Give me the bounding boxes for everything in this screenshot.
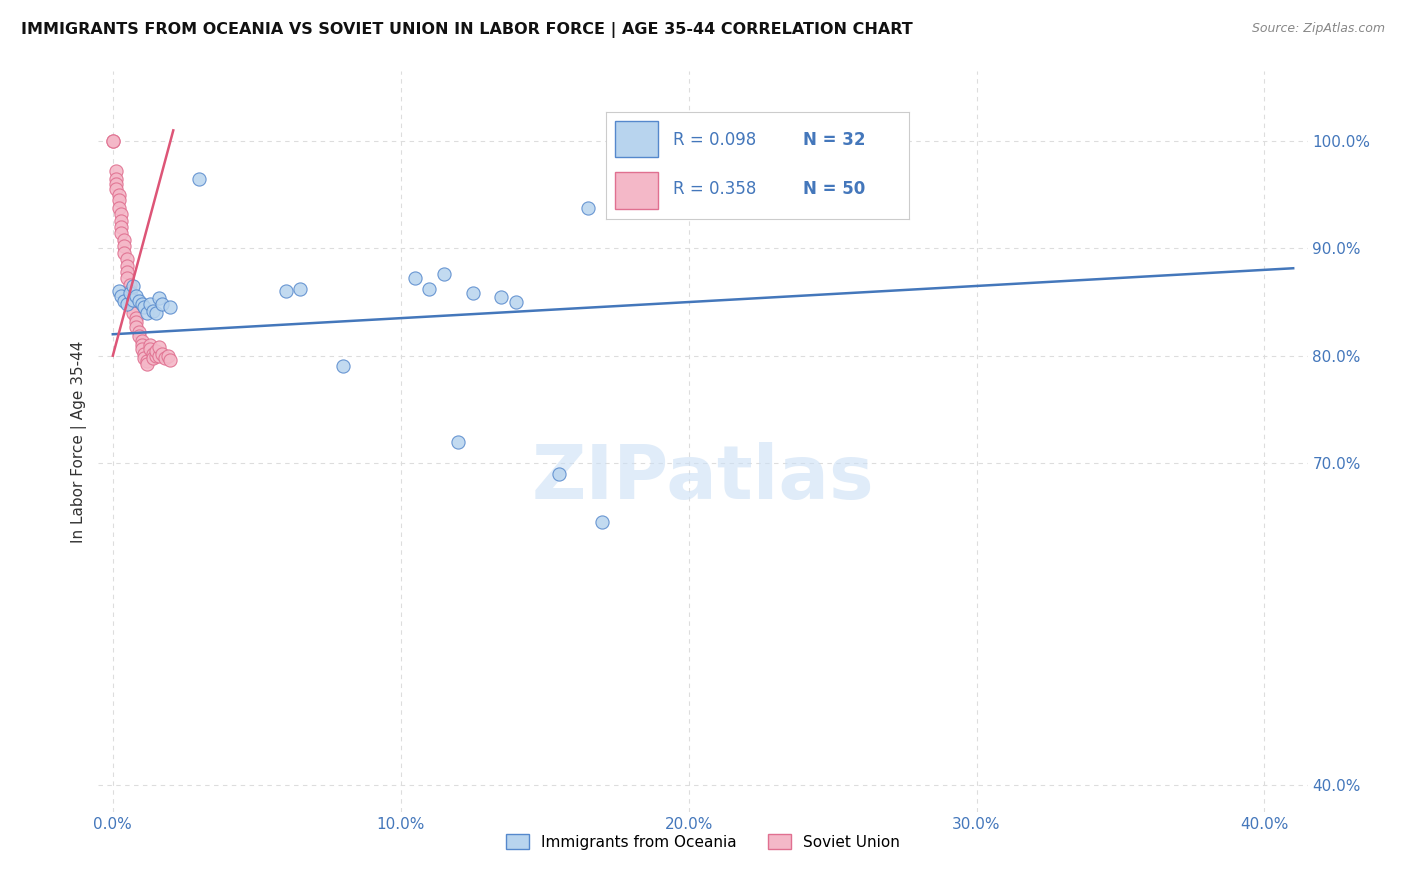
Soviet Union <box>104 177 127 191</box>
Soviet Union <box>110 207 132 221</box>
Soviet Union <box>110 219 132 234</box>
Soviet Union <box>110 227 132 241</box>
Soviet Union <box>120 291 142 305</box>
Soviet Union <box>104 171 127 186</box>
Soviet Union <box>125 319 148 334</box>
Immigrants from Oceania <box>122 279 145 293</box>
Soviet Union <box>120 277 142 292</box>
Immigrants from Oceania <box>120 286 142 301</box>
Soviet Union <box>159 353 181 368</box>
Soviet Union <box>125 315 148 329</box>
Soviet Union <box>101 134 124 148</box>
Soviet Union <box>128 329 150 343</box>
Soviet Union <box>120 285 142 299</box>
Y-axis label: In Labor Force | Age 35-44: In Labor Force | Age 35-44 <box>72 341 87 542</box>
Immigrants from Oceania <box>122 293 145 307</box>
Soviet Union <box>107 193 129 207</box>
Immigrants from Oceania <box>134 301 156 315</box>
Immigrants from Oceania <box>288 282 311 296</box>
Immigrants from Oceania <box>491 290 513 304</box>
Soviet Union <box>153 351 176 365</box>
Immigrants from Oceania <box>159 301 181 315</box>
Soviet Union <box>115 252 138 267</box>
Immigrants from Oceania <box>110 288 132 302</box>
Soviet Union <box>104 164 127 178</box>
Soviet Union <box>112 239 135 253</box>
Immigrants from Oceania <box>115 297 138 311</box>
Immigrants from Oceania <box>461 286 484 301</box>
Soviet Union <box>122 296 145 310</box>
Soviet Union <box>107 187 129 202</box>
Soviet Union <box>134 351 156 365</box>
Soviet Union <box>122 306 145 320</box>
Immigrants from Oceania <box>125 288 148 302</box>
Immigrants from Oceania <box>447 434 470 449</box>
Soviet Union <box>139 338 162 352</box>
Soviet Union <box>104 182 127 196</box>
Soviet Union <box>150 346 173 360</box>
Immigrants from Oceania <box>332 359 354 374</box>
Soviet Union <box>115 259 138 273</box>
Immigrants from Oceania <box>591 515 613 529</box>
Immigrants from Oceania <box>128 293 150 308</box>
Soviet Union <box>139 343 162 357</box>
Immigrants from Oceania <box>576 201 599 215</box>
Soviet Union <box>145 349 167 363</box>
Soviet Union <box>148 340 170 354</box>
Legend: Immigrants from Oceania, Soviet Union: Immigrants from Oceania, Soviet Union <box>501 828 905 856</box>
Soviet Union <box>148 349 170 363</box>
Immigrants from Oceania <box>188 171 211 186</box>
Soviet Union <box>136 354 159 368</box>
Soviet Union <box>101 134 124 148</box>
Immigrants from Oceania <box>505 295 527 310</box>
Immigrants from Oceania <box>150 297 173 311</box>
Immigrants from Oceania <box>139 297 162 311</box>
Soviet Union <box>128 325 150 339</box>
Soviet Union <box>131 343 153 357</box>
Immigrants from Oceania <box>136 306 159 320</box>
Immigrants from Oceania <box>142 303 165 318</box>
Text: ZIPatlas: ZIPatlas <box>531 442 875 515</box>
Soviet Union <box>115 271 138 285</box>
Soviet Union <box>136 357 159 371</box>
Immigrants from Oceania <box>131 297 153 311</box>
Immigrants from Oceania <box>404 271 426 285</box>
Immigrants from Oceania <box>148 291 170 305</box>
Soviet Union <box>145 344 167 359</box>
Text: IMMIGRANTS FROM OCEANIA VS SOVIET UNION IN LABOR FORCE | AGE 35-44 CORRELATION C: IMMIGRANTS FROM OCEANIA VS SOVIET UNION … <box>21 22 912 38</box>
Soviet Union <box>115 265 138 279</box>
Immigrants from Oceania <box>548 467 571 481</box>
Soviet Union <box>112 245 135 260</box>
Immigrants from Oceania <box>112 293 135 308</box>
Immigrants from Oceania <box>107 285 129 299</box>
Soviet Union <box>142 351 165 365</box>
Soviet Union <box>110 213 132 227</box>
Immigrants from Oceania <box>145 306 167 320</box>
Soviet Union <box>112 233 135 247</box>
Soviet Union <box>125 311 148 326</box>
Soviet Union <box>134 346 156 360</box>
Soviet Union <box>142 346 165 360</box>
Soviet Union <box>122 301 145 316</box>
Immigrants from Oceania <box>433 267 456 281</box>
Soviet Union <box>131 338 153 352</box>
Immigrants from Oceania <box>418 282 440 296</box>
Soviet Union <box>156 349 179 363</box>
Immigrants from Oceania <box>274 285 297 299</box>
Text: Source: ZipAtlas.com: Source: ZipAtlas.com <box>1251 22 1385 36</box>
Soviet Union <box>107 201 129 215</box>
Soviet Union <box>131 334 153 348</box>
